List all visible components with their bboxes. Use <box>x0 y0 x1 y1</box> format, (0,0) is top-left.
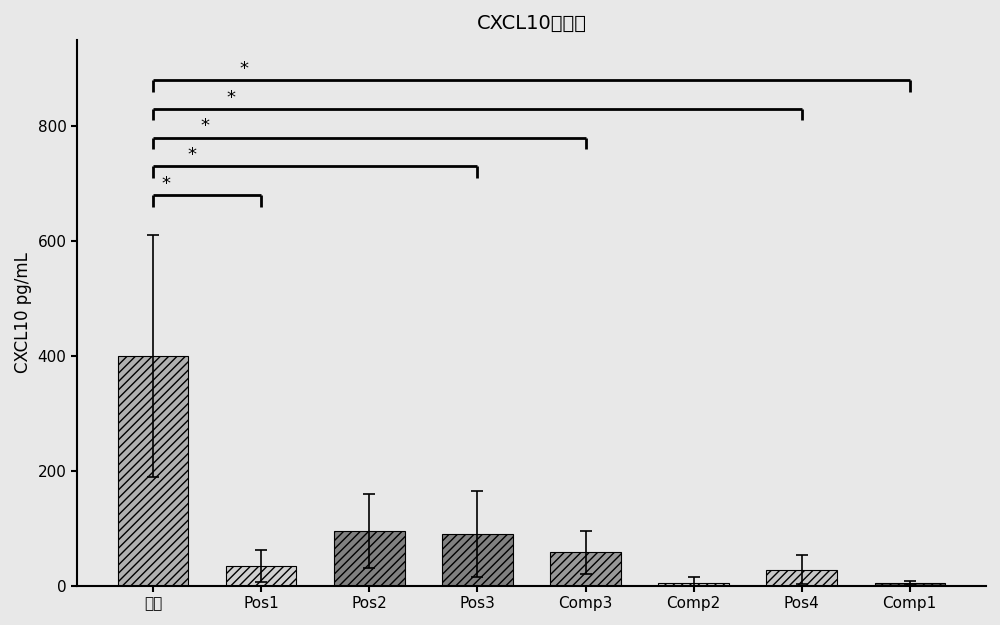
Bar <box>226 566 296 586</box>
Text: *: * <box>240 60 249 78</box>
Text: *: * <box>201 118 210 136</box>
Bar <box>766 569 837 586</box>
Bar <box>875 583 945 586</box>
Bar <box>550 552 621 586</box>
Bar <box>118 356 188 586</box>
Bar <box>442 534 513 586</box>
Bar <box>334 531 405 586</box>
Text: *: * <box>162 175 171 192</box>
Bar <box>658 583 729 586</box>
Text: *: * <box>188 146 197 164</box>
Y-axis label: CXCL10 pg/mL: CXCL10 pg/mL <box>14 253 32 373</box>
Title: CXCL10的发炎: CXCL10的发炎 <box>476 14 586 33</box>
Text: *: * <box>227 89 236 107</box>
